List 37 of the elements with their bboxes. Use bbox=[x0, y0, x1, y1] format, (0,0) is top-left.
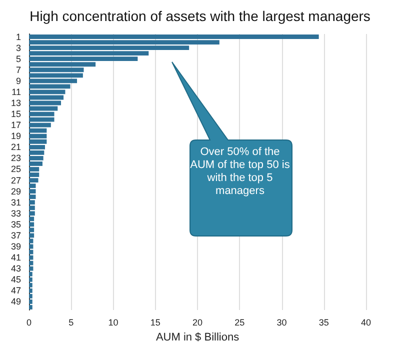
y-tick-label: 41 bbox=[10, 252, 21, 263]
y-tick-label: 25 bbox=[10, 164, 21, 174]
x-tick-label: 15 bbox=[150, 318, 160, 328]
y-tick-label: 33 bbox=[10, 208, 21, 218]
x-tick-label: 25 bbox=[234, 318, 245, 328]
y-tick-label: 13 bbox=[10, 98, 21, 108]
y-tick-label: 1 bbox=[16, 32, 21, 42]
chart-title: High concentration of assets with the largest managers bbox=[30, 8, 370, 24]
x-tick-label: 0 bbox=[26, 318, 32, 328]
y-tick-label: 39 bbox=[10, 242, 21, 252]
y-tick-label: 9 bbox=[16, 76, 21, 86]
y-tick-label: 11 bbox=[12, 86, 21, 97]
y-tick-label: 17 bbox=[10, 120, 21, 130]
x-tick-label: 30 bbox=[276, 318, 287, 328]
y-tick-label: 29 bbox=[10, 186, 21, 196]
x-tick-label: 10 bbox=[108, 318, 118, 328]
y-tick-label: 31 bbox=[10, 197, 21, 208]
y-tick-label: 23 bbox=[10, 153, 21, 164]
annotation: Over 50% of the AUM of the top 50 is with the top 5 managers bbox=[190, 146, 290, 198]
y-tick-label: 45 bbox=[10, 274, 21, 285]
y-tick-label: 21 bbox=[10, 142, 21, 152]
y-tick-label: 47 bbox=[10, 286, 21, 296]
y-tick-label: 5 bbox=[16, 54, 21, 64]
y-tick-label: 19 bbox=[10, 131, 21, 142]
x-tick-label: 20 bbox=[192, 318, 203, 328]
x-axis-title: AUM in $ Billions bbox=[156, 332, 240, 344]
y-tick-label: 37 bbox=[10, 230, 21, 240]
y-tick-label: 27 bbox=[10, 175, 21, 186]
y-tick-label: 7 bbox=[16, 64, 21, 75]
y-tick-label: 43 bbox=[10, 264, 21, 274]
y-tick-label: 49 bbox=[10, 296, 21, 307]
x-tick-label: 5 bbox=[68, 318, 74, 328]
x-tick-label: 40 bbox=[360, 318, 372, 328]
y-tick-label: 35 bbox=[10, 219, 21, 230]
y-tick-label: 3 bbox=[16, 42, 21, 53]
y-tick-label: 15 bbox=[10, 109, 21, 120]
x-tick-label: 35 bbox=[318, 318, 329, 328]
